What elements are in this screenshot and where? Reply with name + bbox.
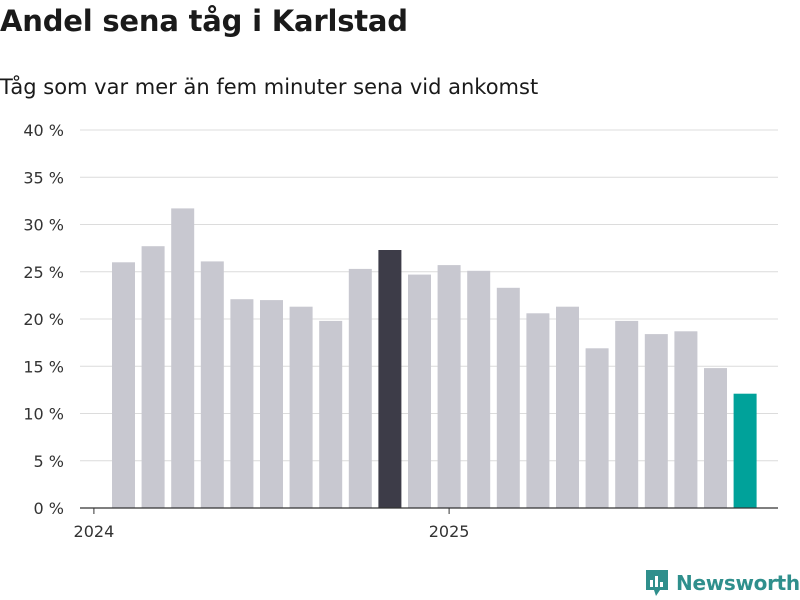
y-tick-label: 40 %	[23, 121, 64, 140]
bar-2025-06	[585, 348, 609, 508]
x-tick-label: 2025	[429, 522, 470, 541]
bar-2025-08	[644, 334, 668, 508]
bar-2024-09	[319, 320, 343, 508]
chart-title: Andel sena tåg i Karlstad	[0, 4, 408, 38]
brand-logo: Newsworthy	[644, 568, 800, 598]
bar-2025-10	[704, 368, 727, 508]
chart-subtitle: Tåg som var mer än fem minuter sena vid …	[0, 75, 539, 99]
bar-2025-09	[674, 331, 698, 508]
bar-2025-11	[733, 393, 757, 508]
bar-2025-02	[467, 270, 491, 508]
y-tick-label: 10 %	[23, 405, 64, 424]
bar-2024-05	[200, 261, 224, 508]
x-axis-ticks: 2024 2025	[74, 508, 470, 541]
y-tick-label: 5 %	[34, 452, 64, 471]
bar-2024-11	[378, 250, 402, 508]
bar-2025-04	[526, 313, 550, 508]
bar-2025-01	[437, 265, 461, 508]
bar-2024-02	[112, 262, 135, 508]
y-tick-label: 25 %	[23, 263, 64, 282]
y-tick-label: 0 %	[34, 499, 64, 518]
y-tick-label: 20 %	[23, 310, 64, 329]
bar-2025-07	[615, 320, 639, 508]
bar-2024-12	[408, 274, 431, 508]
y-tick-label: 15 %	[23, 357, 64, 376]
brand-name: Newsworthy	[676, 571, 800, 595]
bar-2024-08	[289, 306, 313, 508]
bar-2025-03	[496, 287, 520, 508]
bar-2025-05	[556, 306, 579, 508]
bar-2024-03	[141, 246, 165, 508]
y-tick-label: 35 %	[23, 168, 64, 187]
x-tick-label: 2024	[74, 522, 115, 541]
bar-2024-06	[230, 299, 254, 508]
bar-2024-04	[171, 208, 195, 508]
bar-2024-07	[260, 300, 283, 508]
bar-chart-logo-icon	[646, 570, 668, 596]
y-axis-ticks: 0 % 5 % 10 % 15 % 20 % 25 % 30 % 35 % 40 %	[23, 121, 64, 518]
bar-2024-10	[348, 268, 372, 508]
bars	[112, 208, 757, 508]
y-tick-label: 30 %	[23, 216, 64, 235]
